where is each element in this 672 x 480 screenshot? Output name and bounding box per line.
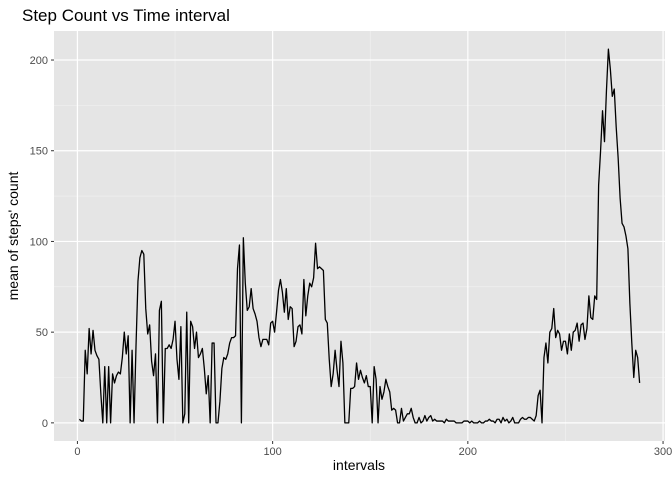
y-tick-label: 50 — [36, 327, 48, 339]
x-tick-label: 0 — [74, 446, 80, 458]
x-tick-labels: 0 100 200 300 — [74, 446, 672, 458]
axis-ticks — [51, 59, 664, 444]
major-gridlines — [54, 31, 665, 441]
x-tick-label: 200 — [459, 446, 477, 458]
x-tick-label: 300 — [654, 446, 672, 458]
y-tick-labels: 0 50 100 150 200 — [30, 55, 48, 430]
series-line — [78, 48, 641, 424]
x-tick-label: 100 — [263, 446, 281, 458]
series-layer — [78, 48, 641, 424]
chart-title: Step Count vs Time interval — [22, 6, 230, 25]
y-tick-label: 0 — [42, 418, 48, 430]
y-axis-label: mean of steps' count — [5, 172, 21, 301]
y-tick-label: 200 — [30, 55, 48, 67]
x-axis-label: intervals — [333, 457, 385, 473]
y-tick-label: 100 — [30, 236, 48, 248]
plot-panel — [54, 31, 665, 441]
y-tick-label: 150 — [30, 146, 48, 158]
